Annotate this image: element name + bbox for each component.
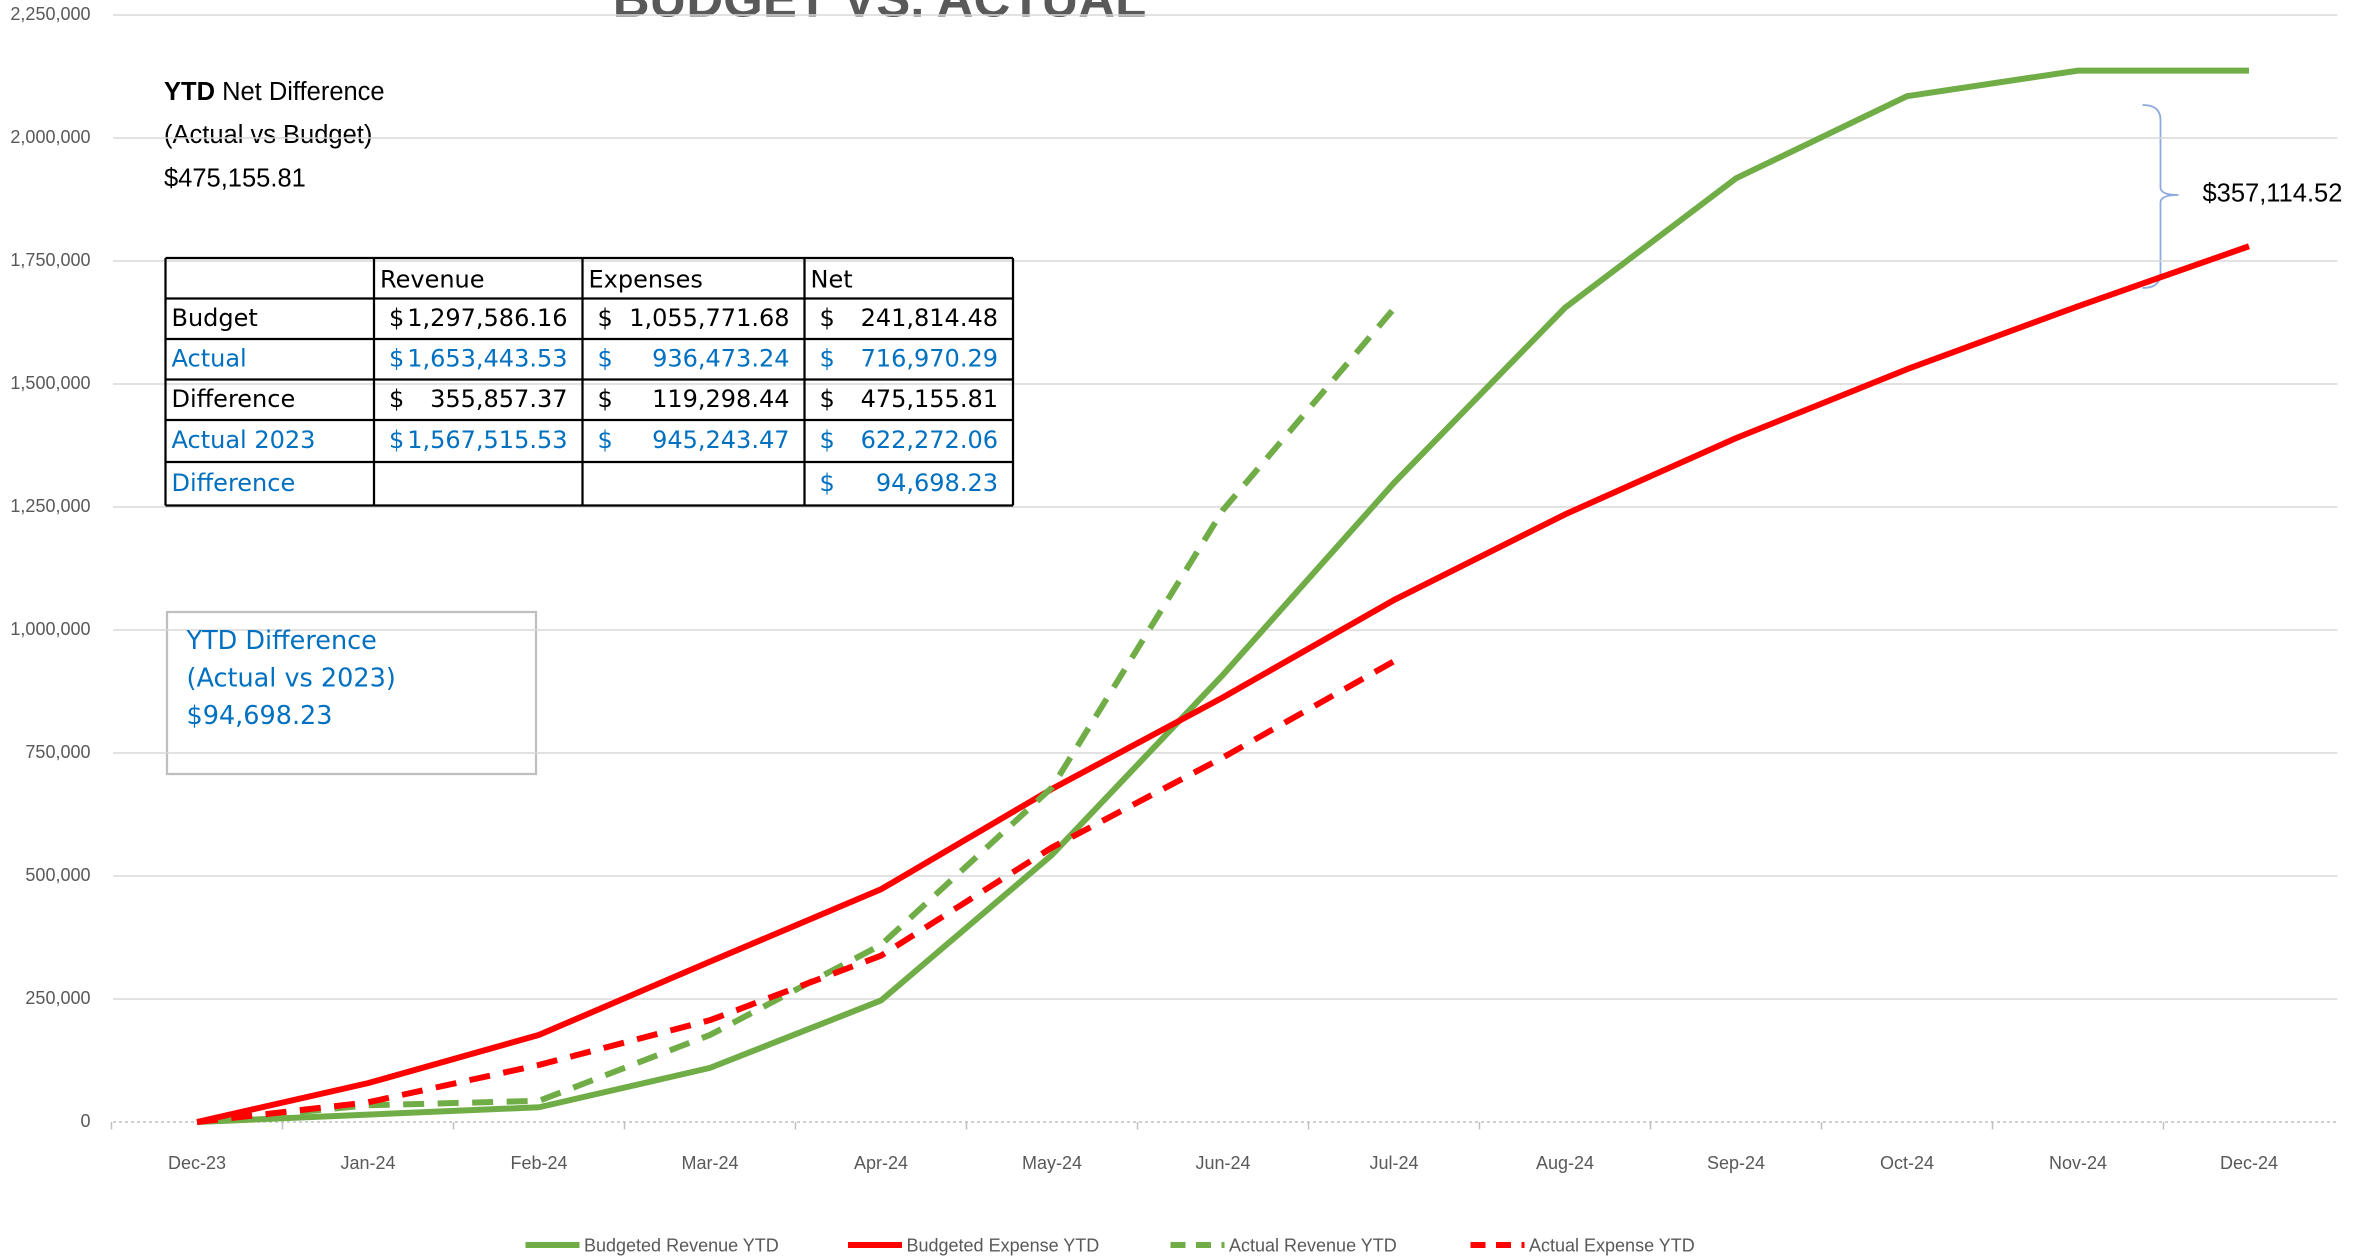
- series-line: [196, 306, 1397, 1125]
- y-tick-label: 0: [80, 1111, 90, 1131]
- table-currency: $: [820, 344, 835, 372]
- legend-label: Actual Expense YTD: [1529, 1235, 1695, 1255]
- table-currency: $: [598, 344, 613, 372]
- y-tick-label: 2,250,000: [10, 4, 90, 24]
- x-tick-label: Mar-24: [681, 1153, 738, 1173]
- table-header: Expenses: [589, 266, 703, 294]
- y-tick-label: 1,500,000: [10, 373, 90, 393]
- x-tick-label: Sep-24: [1707, 1153, 1765, 1173]
- y-tick-label: 250,000: [25, 988, 90, 1008]
- table-cell: 1,297,586.16: [407, 304, 567, 332]
- table-cell: 1,567,515.53: [407, 426, 567, 454]
- table-currency: $: [389, 426, 404, 454]
- series-line: [196, 67, 2249, 1125]
- annotation: $357,114.52: [2203, 180, 2343, 208]
- table-cell: 119,298.44: [652, 385, 789, 413]
- table-cell: Actual: [172, 344, 247, 372]
- y-tick-label: 500,000: [25, 865, 90, 885]
- net-note-line: Net Difference: [215, 78, 385, 106]
- table-cell: 241,814.48: [861, 304, 998, 332]
- x-tick-label: Jun-24: [1195, 1153, 1250, 1173]
- table-currency: $: [389, 385, 404, 413]
- x-tick-label: Dec-24: [2220, 1153, 2278, 1173]
- y-tick-label: 1,750,000: [10, 250, 90, 270]
- table-currency: $: [820, 304, 835, 332]
- legend-label: Budgeted Revenue YTD: [584, 1235, 779, 1255]
- net-note-bold: YTD: [164, 78, 215, 106]
- table-cell: Difference: [172, 469, 296, 497]
- y-tick-label: 1,000,000: [10, 619, 90, 639]
- x-tick-label: Dec-23: [168, 1153, 226, 1173]
- table-cell: Actual 2023: [172, 426, 316, 454]
- x-tick-label: Feb-24: [510, 1153, 567, 1173]
- x-tick-label: Apr-24: [854, 1153, 908, 1173]
- x-tick-label: May-24: [1022, 1153, 1082, 1173]
- table-cell: 94,698.23: [876, 469, 998, 497]
- y-tick-label: 750,000: [25, 742, 90, 762]
- net-note: YTD Net Difference: [164, 78, 385, 106]
- series-line: [196, 243, 2250, 1125]
- table-cell: Difference: [172, 385, 296, 413]
- table-currency: $: [389, 304, 404, 332]
- table-cell: 1,055,771.68: [629, 304, 789, 332]
- x-tick-label: Jul-24: [1369, 1153, 1418, 1173]
- legend-label: Actual Revenue YTD: [1229, 1235, 1397, 1255]
- table-cell: 475,155.81: [861, 385, 998, 413]
- legend-label: Budgeted Expense YTD: [907, 1235, 1100, 1255]
- net-note-line: (Actual vs Budget): [164, 121, 372, 149]
- diff-note-line: $94,698.23: [187, 701, 333, 731]
- table-currency: $: [820, 469, 835, 497]
- x-tick-label: Aug-24: [1536, 1153, 1594, 1173]
- table-currency: $: [598, 304, 613, 332]
- x-tick-label: Oct-24: [1880, 1153, 1934, 1173]
- table-cell: 622,272.06: [861, 426, 998, 454]
- y-tick-label: 1,250,000: [10, 496, 90, 516]
- y-tick-label: 2,000,000: [10, 127, 90, 147]
- table-header: Revenue: [380, 266, 485, 294]
- table-cell: Budget: [172, 304, 258, 332]
- table-cell: 945,243.47: [652, 426, 789, 454]
- chart-title: BUDGET VS. ACTUAL: [613, 0, 1147, 27]
- table-cell: 716,970.29: [861, 344, 998, 372]
- table-currency: $: [820, 426, 835, 454]
- diff-note-box: [165, 610, 538, 776]
- diff-note-line: (Actual vs 2023): [187, 664, 396, 694]
- table-currency: $: [598, 426, 613, 454]
- x-tick-label: Jan-24: [340, 1153, 395, 1173]
- x-tick-label: Nov-24: [2049, 1153, 2107, 1173]
- diff-note-line: YTD Difference: [186, 626, 377, 656]
- table-currency: $: [598, 385, 613, 413]
- table-cell: 355,857.37: [430, 385, 567, 413]
- table-cell: 936,473.24: [652, 344, 789, 372]
- series-line: [196, 658, 1396, 1125]
- table-currency: $: [820, 385, 835, 413]
- table-currency: $: [389, 344, 404, 372]
- table-cell: 1,653,443.53: [407, 344, 567, 372]
- table-header: Net: [811, 266, 853, 294]
- net-note-line: $475,155.81: [164, 165, 306, 193]
